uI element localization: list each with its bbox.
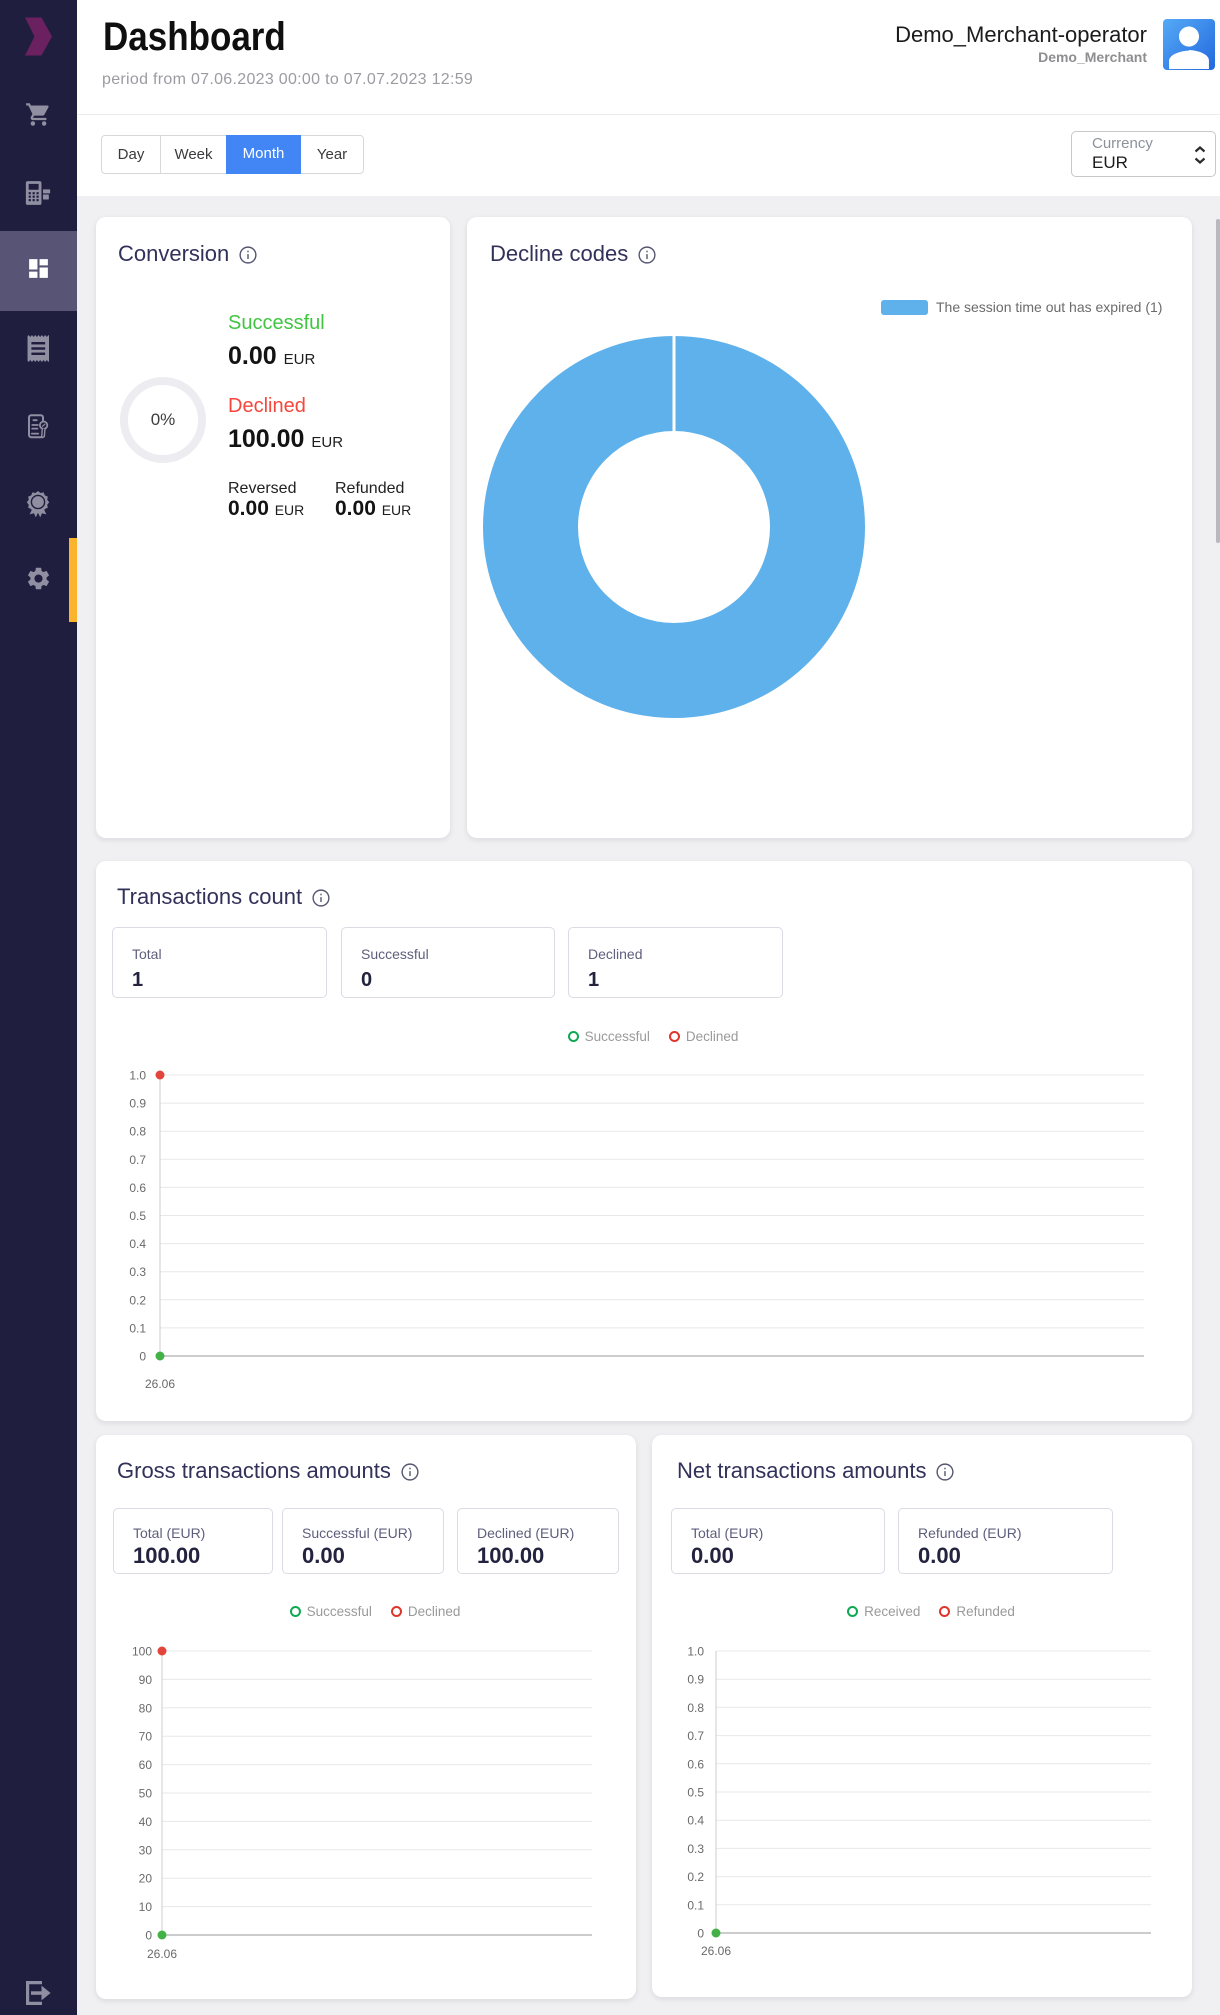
svg-text:0.1: 0.1 xyxy=(687,1898,704,1912)
svg-text:0.5: 0.5 xyxy=(129,1209,146,1223)
svg-text:0.2: 0.2 xyxy=(129,1293,146,1307)
svg-text:26.06: 26.06 xyxy=(701,1944,731,1958)
svg-text:100: 100 xyxy=(132,1645,152,1659)
svg-text:0.6: 0.6 xyxy=(129,1181,146,1195)
svg-text:70: 70 xyxy=(139,1730,153,1744)
svg-text:0.9: 0.9 xyxy=(687,1673,704,1687)
svg-text:30: 30 xyxy=(139,1843,153,1857)
svg-text:0.9: 0.9 xyxy=(129,1097,146,1111)
svg-text:0.7: 0.7 xyxy=(129,1153,146,1167)
svg-text:60: 60 xyxy=(139,1758,153,1772)
svg-text:20: 20 xyxy=(139,1872,153,1886)
svg-text:50: 50 xyxy=(139,1787,153,1801)
svg-text:10: 10 xyxy=(139,1900,153,1914)
svg-text:0.8: 0.8 xyxy=(687,1701,704,1715)
svg-text:0.6: 0.6 xyxy=(687,1757,704,1771)
svg-text:26.06: 26.06 xyxy=(147,1947,177,1961)
svg-text:1.0: 1.0 xyxy=(687,1645,704,1659)
svg-text:0.4: 0.4 xyxy=(129,1237,146,1251)
svg-text:0: 0 xyxy=(145,1929,152,1943)
svg-text:0.8: 0.8 xyxy=(129,1125,146,1139)
svg-text:90: 90 xyxy=(139,1673,153,1687)
svg-text:0.3: 0.3 xyxy=(129,1265,146,1279)
svg-text:26.06: 26.06 xyxy=(145,1377,175,1391)
svg-text:80: 80 xyxy=(139,1701,153,1715)
svg-text:0: 0 xyxy=(697,1927,704,1941)
svg-text:0.2: 0.2 xyxy=(687,1870,704,1884)
svg-text:0.3: 0.3 xyxy=(687,1842,704,1856)
svg-text:0.1: 0.1 xyxy=(129,1321,146,1335)
svg-text:0.5: 0.5 xyxy=(687,1786,704,1800)
svg-text:0: 0 xyxy=(139,1350,146,1364)
svg-text:0.4: 0.4 xyxy=(687,1814,704,1828)
svg-text:40: 40 xyxy=(139,1815,153,1829)
svg-text:0.7: 0.7 xyxy=(687,1729,704,1743)
svg-text:1.0: 1.0 xyxy=(129,1069,146,1083)
